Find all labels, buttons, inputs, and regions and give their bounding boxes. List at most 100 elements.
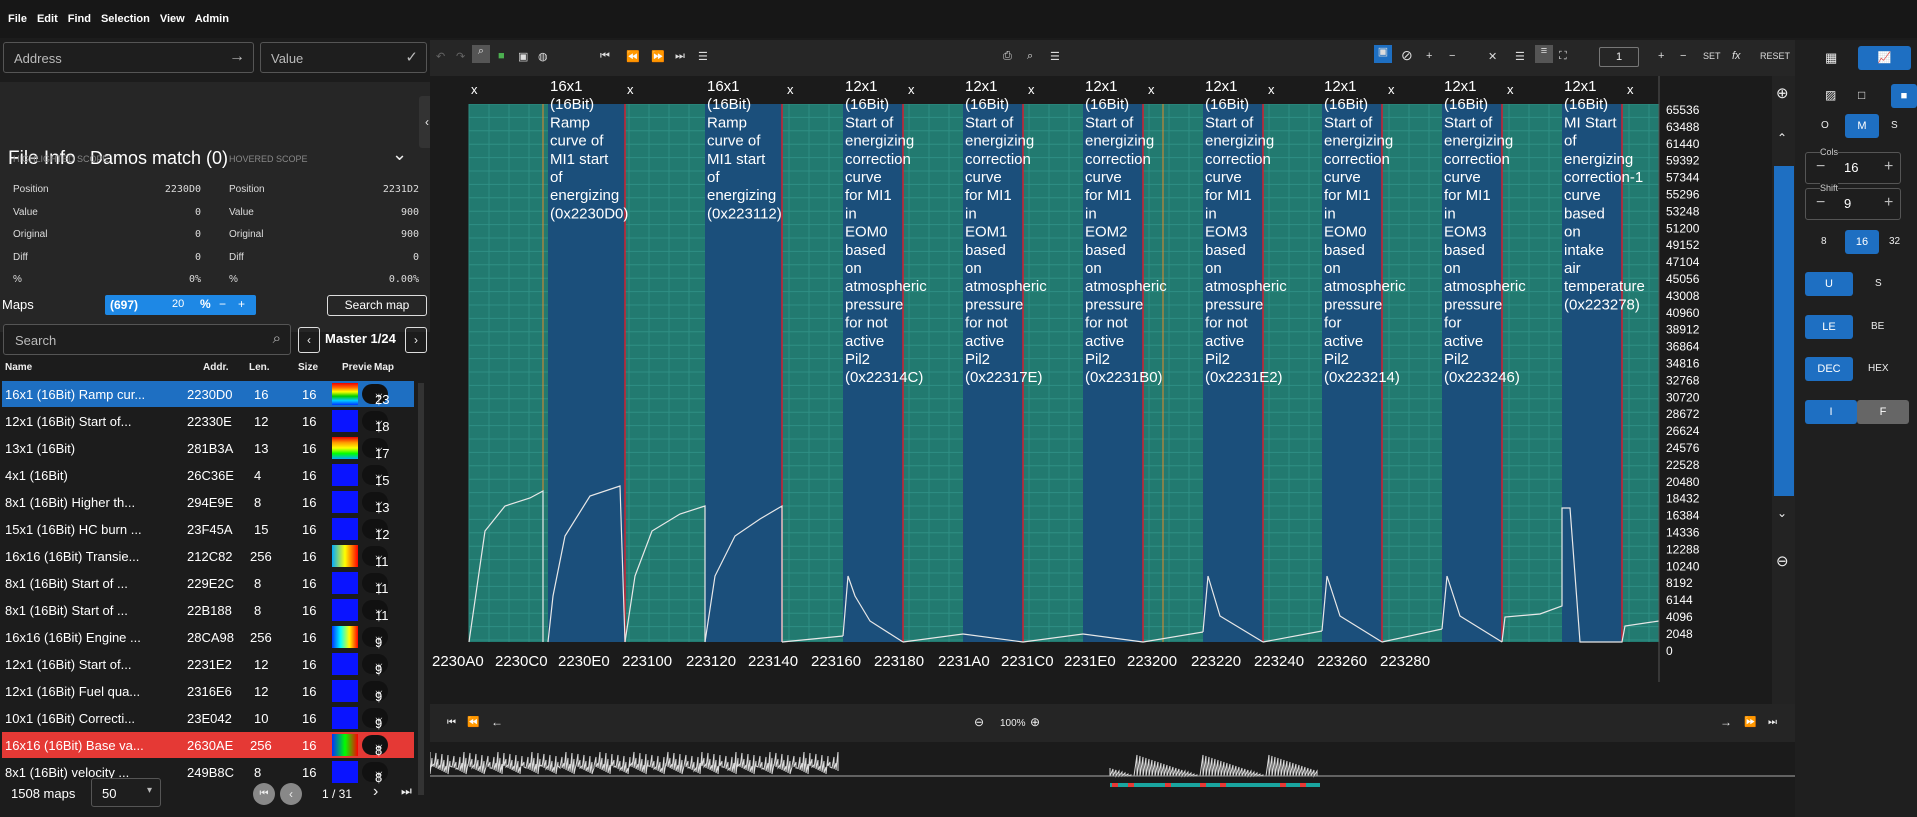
row-map-badge[interactable]: ᛉ 17	[362, 438, 389, 461]
select-mode-icon[interactable]: ▣	[1374, 45, 1392, 63]
table-row[interactable]: 15x1 (16Bit) HC burn ... 23F45A 15 16 ᛉ 12	[2, 516, 414, 542]
bits-8[interactable]: 8	[1821, 236, 1827, 247]
maps-minus-button[interactable]: −	[219, 297, 227, 311]
search-tool-icon[interactable]: ⌕	[472, 45, 490, 63]
menu-selection[interactable]: Selection	[100, 13, 150, 25]
close-map-x[interactable]: x	[1388, 82, 1395, 97]
decrement-icon[interactable]: −	[1680, 50, 1687, 62]
nav-first-icon[interactable]: ⏮	[447, 717, 456, 728]
list-dense-icon[interactable]: ≡	[1535, 45, 1553, 63]
close-map-x[interactable]: x	[1148, 82, 1155, 97]
row-map-badge[interactable]: ᛉ 8	[362, 735, 388, 758]
big-endian-button[interactable]: BE	[1871, 321, 1885, 332]
list-view-icon[interactable]: ☰	[1515, 51, 1525, 63]
chevron-down-icon[interactable]: ⌄	[392, 144, 408, 164]
table-row[interactable]: 16x1 (16Bit) Ramp cur... 2230D0 16 16 ᛉ 23	[2, 381, 414, 407]
mode-s[interactable]: S	[1891, 120, 1898, 131]
menu-find[interactable]: Find	[67, 13, 91, 25]
hex-grid-view[interactable]: x x x x x x x x x x 16x1 (16Bit) Ramp curve of MI1 sta…	[430, 76, 1795, 704]
nav-back-icon[interactable]: ←	[491, 715, 503, 729]
value-field[interactable]: Value ✓	[260, 42, 427, 73]
shift-value[interactable]: 9	[1844, 196, 1852, 211]
close-map-x[interactable]: x	[471, 82, 478, 97]
image-icon[interactable]: ▨	[1825, 88, 1837, 102]
table-row[interactable]: 8x1 (16Bit) Higher th... 294E9E 8 16 ᛉ 13	[2, 489, 414, 515]
reset-button[interactable]: RESET	[1760, 51, 1791, 61]
menu-view[interactable]: View	[159, 13, 185, 25]
last-page-button[interactable]: ⏭	[401, 784, 412, 798]
shift-minus-icon[interactable]: −	[1816, 194, 1826, 211]
shift-stepper[interactable]: Shift − 9 +	[1805, 183, 1901, 220]
table-row[interactable]: 16x16 (16Bit) Base va... 2630AE 256 16 ᛉ 8	[2, 732, 414, 758]
row-map-badge[interactable]: ᛉ 18	[362, 411, 389, 434]
table-row[interactable]: 8x1 (16Bit) velocity ... 249B8C 8 16 ᛉ 8	[2, 759, 414, 785]
col-size[interactable]: Size	[298, 362, 319, 373]
row-map-badge[interactable]: ᛉ 12	[362, 519, 389, 542]
decimal-button[interactable]: DEC	[1805, 357, 1853, 381]
nav-zoom-in-icon[interactable]: ⊕	[1030, 715, 1041, 729]
nav-last-icon[interactable]: ⏭	[1768, 717, 1777, 728]
copy-icon[interactable]: ▣	[518, 51, 529, 63]
cols-value[interactable]: 16	[1844, 160, 1859, 175]
menu-file[interactable]: File	[8, 13, 27, 25]
function-icon[interactable]: fx	[1732, 50, 1741, 62]
nav-fast-forward-icon[interactable]: ⏩	[1744, 717, 1757, 728]
table-row[interactable]: 10x1 (16Bit) Correcti... 23E042 10 16 ᛉ 9	[2, 705, 414, 731]
zoom-out-minus-icon[interactable]: −	[1449, 50, 1456, 62]
close-map-x[interactable]: x	[787, 82, 794, 97]
unsigned-button[interactable]: U	[1805, 272, 1853, 296]
master-prev-button[interactable]: ‹	[298, 327, 320, 353]
next-page-button[interactable]: ›	[373, 783, 379, 800]
bits-16[interactable]: 16	[1845, 230, 1879, 254]
close-map-x[interactable]: x	[1507, 82, 1514, 97]
menu-edit[interactable]: Edit	[36, 13, 58, 25]
search-map-button[interactable]: Search map	[327, 295, 427, 316]
map-band[interactable]	[1203, 104, 1263, 642]
map-band[interactable]	[548, 104, 625, 642]
check-icon[interactable]: ✓	[405, 49, 418, 66]
close-map-x[interactable]: x	[908, 82, 915, 97]
row-map-badge[interactable]: ᛉ 11	[362, 600, 389, 623]
table-row[interactable]: 16x16 (16Bit) Engine ... 28CA98 256 16 ᛉ 9	[2, 624, 414, 650]
cols-stepper[interactable]: Cols − 16 +	[1805, 147, 1901, 184]
file-export-icon[interactable]: ⎙	[1003, 50, 1012, 62]
step-back-icon[interactable]: ⏪	[626, 51, 640, 63]
table-view-icon[interactable]: ▦	[1825, 50, 1838, 65]
align-icon[interactable]: ☰	[1050, 51, 1060, 63]
table-row[interactable]: 12x1 (16Bit) Fuel qua... 2316E6 12 16 ᛉ 9	[2, 678, 414, 704]
skip-first-icon[interactable]: ⏮	[600, 50, 610, 62]
redo-icon[interactable]: ↷	[456, 51, 466, 63]
close-map-x[interactable]: x	[627, 82, 634, 97]
menu-admin[interactable]: Admin	[194, 13, 229, 25]
nav-zoom-out-icon[interactable]: ⊖	[974, 715, 985, 729]
row-map-badge[interactable]: ᛉ 9	[362, 681, 388, 704]
table-row[interactable]: 4x1 (16Bit) 26C36E 4 16 ᛉ 15	[2, 462, 414, 488]
row-map-badge[interactable]: ᛉ 15	[362, 465, 389, 488]
per-page-select[interactable]: 50 ▾	[91, 778, 161, 807]
map-band[interactable]	[1442, 104, 1502, 642]
fullscreen-icon[interactable]: ⛶	[1559, 50, 1567, 62]
file-minimap[interactable]	[429, 748, 1795, 792]
zoom-in-plus-icon[interactable]: +	[1426, 50, 1433, 62]
col-addr[interactable]: Addr.	[203, 362, 229, 373]
row-map-badge[interactable]: ᛉ 13	[362, 492, 389, 515]
undo-icon[interactable]: ↶	[436, 51, 446, 63]
ban-icon[interactable]: ⊘	[1401, 47, 1413, 63]
row-map-badge[interactable]: ᛉ 11	[362, 573, 389, 596]
file-search-icon[interactable]: ⌕	[1027, 50, 1034, 62]
set-button[interactable]: SET	[1703, 51, 1721, 61]
database-icon[interactable]: ◍	[538, 51, 548, 63]
row-map-badge[interactable]: ᛉ 9	[362, 627, 388, 650]
arrow-right-icon[interactable]: →	[229, 48, 245, 65]
map-band[interactable]	[1562, 104, 1622, 642]
col-preview[interactable]: Previe	[342, 362, 373, 373]
shift-plus-icon[interactable]: +	[1884, 194, 1894, 211]
maps-plus-button[interactable]: +	[238, 297, 246, 311]
maps-percent-value[interactable]: 20	[172, 298, 185, 310]
map-band[interactable]	[963, 104, 1023, 642]
map-band[interactable]	[705, 104, 782, 642]
square-outline-icon[interactable]: □	[1858, 88, 1866, 102]
increment-icon[interactable]: +	[1658, 50, 1665, 62]
table-row[interactable]: 8x1 (16Bit) Start of ... 229E2C 8 16 ᛉ 11	[2, 570, 414, 596]
close-map-x[interactable]: x	[1028, 82, 1035, 97]
